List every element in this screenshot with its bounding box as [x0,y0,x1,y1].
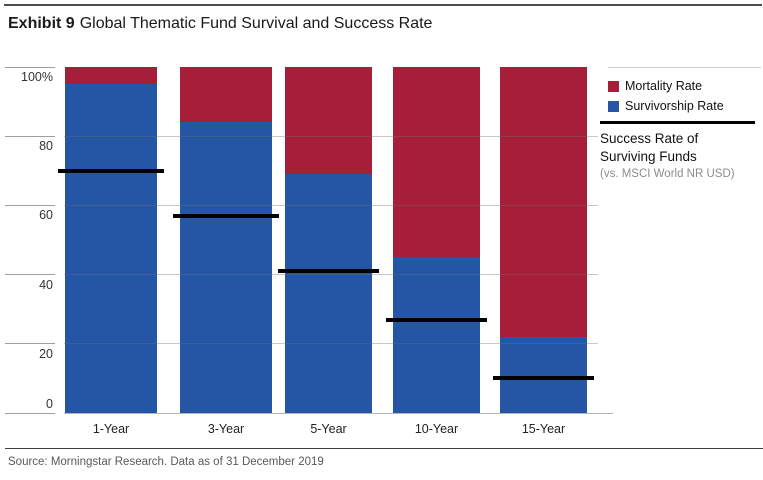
y-axis-tick [5,135,55,137]
legend-top-rule [608,67,761,68]
success-rate-legend-label-line2: Surviving Funds [600,149,697,164]
exhibit-label: Exhibit 9 [8,15,75,32]
bar-segment-mortality [180,67,272,123]
success-rate-legend-label-line1: Success Rate of [600,131,699,146]
survivorship-legend-swatch [608,101,619,112]
x-axis-label: 15-Year [521,422,566,436]
gridline [64,135,598,137]
x-axis-label: 10-Year [414,422,459,436]
bar-segment-survivorship [65,84,157,413]
mortality-legend-swatch [608,81,619,92]
chart-title: Exhibit 9 Global Thematic Fund Survival a… [8,15,432,33]
top-rule [4,4,762,6]
bar-segment-mortality [500,67,587,337]
source-note: Source: Morningstar Research. Data as of… [8,456,324,468]
bar-segment-mortality [285,67,372,175]
success-rate-legend-label: Success Rate of Surviving Funds [600,130,698,166]
y-axis-tick [5,66,55,68]
success-rate-marker [493,376,594,381]
success-rate-marker [58,168,164,173]
bar-segment-survivorship [285,174,372,413]
chart-legend: Mortality Rate Survivorship Rate Success… [599,0,763,200]
success-rate-line-sample [600,121,755,124]
gridline [64,274,598,276]
source-rule [5,448,763,449]
success-rate-marker [386,317,487,322]
x-axis-label: 5-Year [310,422,347,436]
bar-segment-mortality [65,67,157,85]
success-rate-benchmark-note: (vs. MSCI World NR USD) [600,168,735,180]
y-axis-label: 100% [21,70,53,84]
x-axis-baseline [64,413,613,414]
y-axis-tick [5,412,55,414]
x-axis-label: 3-Year [207,422,245,436]
survivorship-legend-label: Survivorship Rate [625,99,724,113]
chart-title-text: Global Thematic Fund Survival and Succes… [79,15,433,32]
gridline [64,343,598,345]
y-axis-label: 60 [39,208,53,223]
y-axis-label: 20 [39,346,53,361]
success-rate-marker [173,213,279,218]
x-axis-label: 1-Year [92,422,130,436]
y-axis-tick [5,274,55,276]
bar-segment-survivorship [500,336,587,413]
y-axis-label: 80 [39,139,53,154]
gridline [64,204,598,206]
y-axis-label: 40 [39,277,53,292]
y-axis-label: 0 [46,397,53,411]
bar-segment-survivorship [393,257,480,413]
bar-segment-mortality [393,67,480,258]
mortality-legend-label: Mortality Rate [625,79,703,93]
success-rate-marker [278,269,379,274]
bar-segment-survivorship [180,122,272,413]
y-axis-tick [5,343,55,345]
y-axis-tick [5,204,55,206]
